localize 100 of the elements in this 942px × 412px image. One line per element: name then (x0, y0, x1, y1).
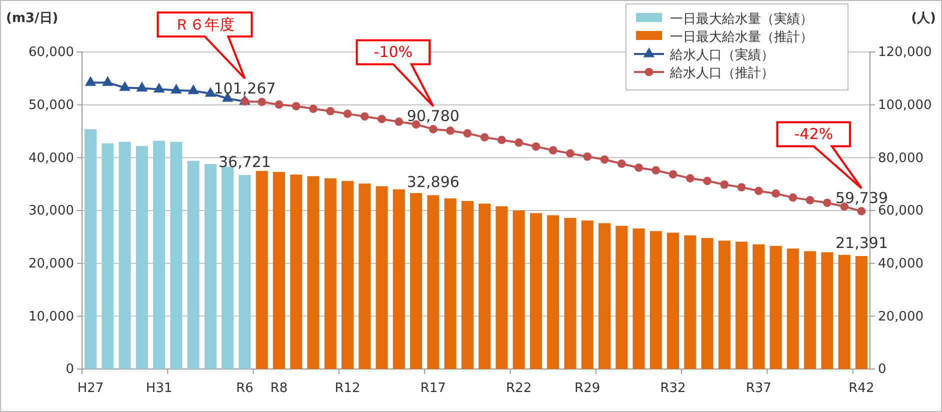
point (668, 170, 678, 178)
point (428, 125, 438, 134)
point (617, 160, 626, 168)
point (394, 118, 404, 126)
point (634, 164, 643, 172)
x-tick-label: R17 (420, 381, 446, 396)
y2-tick-label: 0 (878, 362, 886, 378)
point (480, 133, 489, 142)
y2-tick-label: 80,000 (878, 150, 924, 166)
bar (667, 232, 679, 369)
bar (376, 186, 388, 369)
callout-box: -10% (356, 39, 434, 108)
point (822, 198, 832, 208)
bar (821, 252, 834, 369)
bar (410, 193, 422, 369)
bar (444, 198, 456, 369)
bar (256, 170, 268, 369)
point (532, 142, 540, 151)
point (583, 152, 592, 161)
point (188, 84, 199, 94)
bar (496, 206, 508, 369)
bar (187, 160, 200, 369)
y-tick-label: 20,000 (28, 256, 74, 272)
y2-tick-label: 40,000 (878, 256, 924, 272)
data-label: 32,896 (406, 173, 460, 192)
x-tick-label: R42 (848, 381, 874, 396)
point (343, 110, 352, 118)
bar (427, 195, 440, 369)
bar (564, 218, 576, 369)
bar (342, 180, 354, 369)
point (292, 102, 300, 110)
bar (581, 220, 594, 369)
x-tick-label: R12 (334, 381, 360, 396)
bar (770, 246, 782, 369)
x-tick-label: R29 (574, 381, 600, 396)
point (463, 129, 472, 138)
point (652, 166, 660, 175)
point (170, 84, 182, 94)
bar (547, 215, 560, 369)
point (686, 174, 694, 182)
bar (392, 189, 405, 369)
y-tick-label: 50,000 (28, 98, 74, 113)
callout-box: Ｒ６年度 (156, 11, 253, 80)
point (514, 138, 524, 147)
legend-label: 一日最大給水量（推計） (670, 30, 813, 45)
annotation: -42% (794, 125, 833, 144)
point (136, 82, 148, 92)
y2-tick-label: 120,000 (878, 45, 932, 60)
x-tick-label: R8 (270, 381, 288, 396)
y-axis-title: (m3/日) (6, 11, 58, 26)
data-label: 101,267 (214, 79, 276, 98)
data-label: 90,780 (406, 107, 460, 126)
bar (718, 240, 730, 369)
point (806, 196, 814, 204)
bar (204, 164, 216, 369)
point (772, 189, 780, 198)
y2-tick-label: 20,000 (878, 309, 924, 324)
point (309, 104, 318, 113)
bar (84, 129, 97, 369)
bar (632, 228, 645, 369)
bar (701, 238, 714, 369)
legend-label: 給水人口（実績） (669, 47, 774, 63)
point (703, 176, 712, 186)
x-tick-label: R37 (746, 381, 772, 396)
x-tick-label: R6 (236, 381, 254, 396)
bar (616, 226, 628, 369)
legend-label: 一日最大給水量（実績） (670, 11, 813, 27)
x-tick-label: R32 (660, 381, 686, 396)
point (326, 107, 335, 116)
bar (838, 254, 850, 369)
y-tick-label: 30,000 (28, 204, 74, 219)
bar (650, 231, 662, 369)
y-tick-label: 40,000 (28, 150, 74, 166)
point (153, 82, 165, 92)
bar (118, 142, 131, 369)
bar (752, 244, 765, 369)
legend-label: 給水人口（推計） (669, 66, 774, 81)
bar (478, 204, 491, 369)
bar (736, 242, 748, 369)
bar (684, 235, 696, 369)
point (84, 76, 96, 86)
point (102, 76, 114, 86)
point (498, 136, 506, 144)
y-tick-label: 60,000 (28, 45, 74, 60)
point (788, 193, 798, 202)
bar (855, 256, 868, 369)
data-label: 21,391 (836, 234, 888, 252)
bar (290, 174, 302, 369)
y2-tick-label: 60,000 (878, 204, 924, 219)
bar (512, 210, 525, 369)
point (720, 180, 729, 189)
bar (273, 172, 285, 369)
y-tick-label: 10,000 (28, 309, 74, 324)
bar (324, 178, 336, 369)
point (378, 114, 386, 124)
point (274, 100, 284, 109)
bar (461, 200, 474, 369)
point (600, 155, 609, 164)
callout-box: -42% (776, 121, 862, 190)
point (446, 126, 454, 135)
